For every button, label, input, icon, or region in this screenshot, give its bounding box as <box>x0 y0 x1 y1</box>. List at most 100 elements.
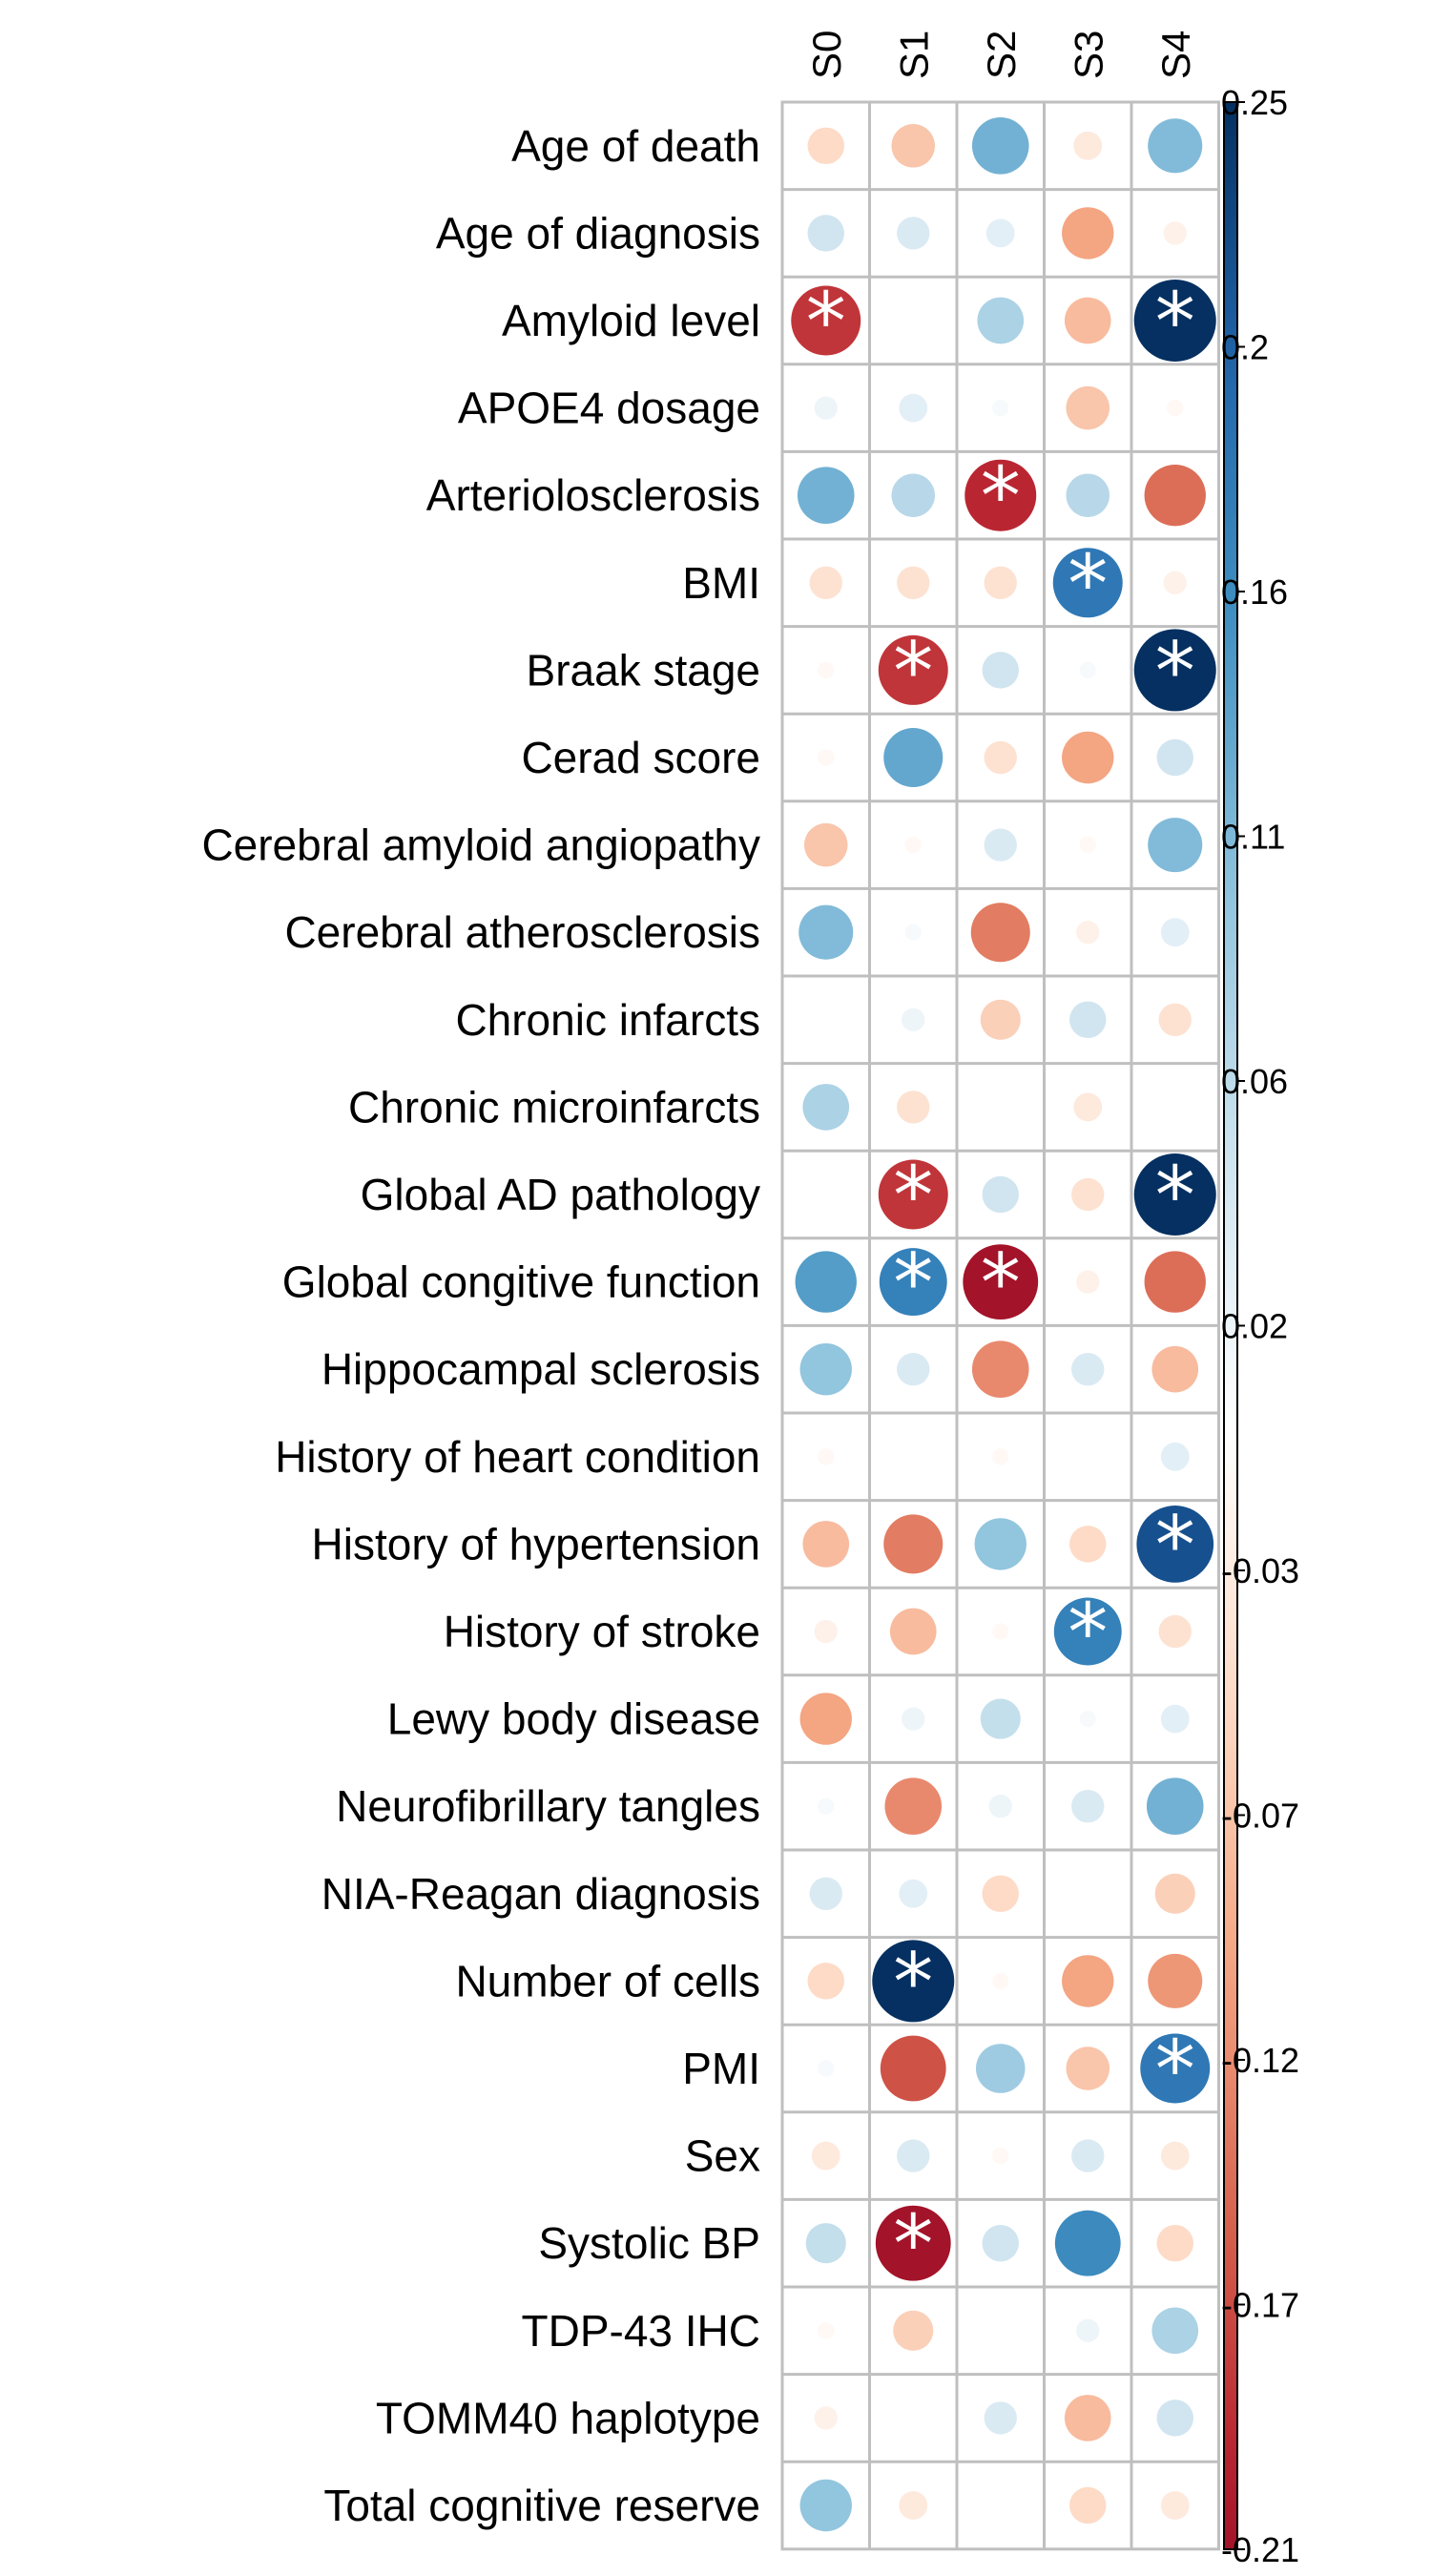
heatmap-cell <box>1066 473 1110 517</box>
heatmap-cell <box>1071 1177 1105 1212</box>
heatmap-cell <box>805 2223 846 2264</box>
heatmap-cell <box>1076 1270 1100 1294</box>
heatmap-cell <box>1062 207 1114 260</box>
heatmap-cell <box>984 828 1017 862</box>
heatmap-cell <box>980 1698 1021 1739</box>
significance-marker: * <box>1068 537 1108 631</box>
heatmap-cell <box>1158 1614 1192 1649</box>
heatmap-cell <box>1148 118 1203 174</box>
heatmap-cell <box>1156 2399 1193 2437</box>
colorbar-tick-label: -0.12 <box>1221 2041 1299 2080</box>
colorbar-tick-label: -0.21 <box>1221 2530 1299 2569</box>
column-label: S2 <box>979 31 1024 79</box>
heatmap-cell <box>1073 1092 1103 1122</box>
heatmap-cell <box>891 124 935 168</box>
heatmap-cell <box>795 1251 857 1313</box>
heatmap-cell <box>1071 1790 1105 1823</box>
heatmap-cell <box>878 1159 948 1230</box>
heatmap-cell <box>809 1877 842 1911</box>
heatmap-cell <box>984 566 1017 599</box>
heatmap-cell <box>818 2060 835 2077</box>
heatmap-cell <box>897 217 930 250</box>
heatmap-cell <box>1133 1153 1216 1236</box>
heatmap-cell <box>899 1879 928 1908</box>
heatmap-cell <box>893 2310 934 2351</box>
heatmap-cell <box>975 2044 1026 2093</box>
heatmap-cell <box>992 1623 1009 1640</box>
heatmap-cell <box>1066 2046 1110 2090</box>
heatmap-cell <box>818 2322 835 2339</box>
column-label: S3 <box>1066 31 1110 79</box>
heatmap-cell <box>818 661 835 679</box>
heatmap-cell <box>1144 1251 1206 1313</box>
heatmap-cell <box>798 904 854 960</box>
heatmap-cell <box>1160 2141 1190 2171</box>
heatmap-cell <box>1148 818 1203 873</box>
heatmap-cell <box>1071 1353 1105 1386</box>
heatmap-cell <box>889 1608 937 1655</box>
significance-marker: * <box>893 1236 933 1330</box>
row-label: Systolic BP <box>538 2218 760 2268</box>
column-label: S0 <box>804 31 849 79</box>
heatmap-cell <box>807 127 844 165</box>
significance-marker: * <box>981 449 1021 543</box>
heatmap-cell <box>1069 1001 1107 1039</box>
row-label: Chronic microinfarcts <box>348 1082 760 1132</box>
row-label: BMI <box>682 558 760 608</box>
heatmap-cell <box>875 2205 951 2281</box>
heatmap-cell <box>1144 465 1206 527</box>
heatmap-cell <box>982 652 1019 689</box>
colorbar-tick-label: 0.25 <box>1221 83 1288 122</box>
significance-marker: * <box>893 2197 933 2291</box>
heatmap-cell <box>884 1777 943 1835</box>
heatmap-cell <box>899 393 928 423</box>
heatmap-cell <box>904 837 922 854</box>
heatmap-cell <box>804 822 848 867</box>
heatmap-cell <box>802 1521 850 1568</box>
heatmap-cell <box>982 2224 1019 2262</box>
row-label: Sex <box>685 2131 760 2181</box>
row-label: APOE4 dosage <box>458 384 760 433</box>
colorbar-tick-label: 0.11 <box>1221 818 1285 857</box>
heatmap-cell <box>992 1972 1009 1989</box>
row-label: Neurofibrillary tangles <box>336 1781 760 1831</box>
column-label: S4 <box>1153 31 1198 79</box>
heatmap-cell <box>807 1963 844 2000</box>
heatmap-cell <box>1148 1953 1203 2008</box>
significance-marker: * <box>981 1236 1021 1330</box>
heatmap-cell <box>1160 2491 1190 2520</box>
heatmap-cell <box>1064 2395 1111 2441</box>
row-label: Cerebral amyloid angiopathy <box>201 821 760 870</box>
row-label: NIA-Reagan diagnosis <box>321 1869 760 1919</box>
heatmap-cell <box>899 2491 928 2520</box>
heatmap-cell <box>963 1244 1039 1320</box>
colorbar-tick-label: 0.16 <box>1221 572 1288 612</box>
heatmap-cell <box>1079 1711 1096 1728</box>
heatmap-cell <box>802 1084 850 1131</box>
significance-marker: * <box>893 1149 933 1242</box>
heatmap-cell <box>1156 738 1193 777</box>
heatmap-cell <box>1079 661 1096 679</box>
colorbar-tick-label: -0.07 <box>1221 1797 1299 1836</box>
heatmap-cell <box>897 566 930 599</box>
heatmap-cell <box>814 2406 838 2430</box>
row-label: Age of diagnosis <box>436 208 760 258</box>
heatmap-cell <box>799 2479 852 2532</box>
row-label: Lewy body disease <box>387 1694 760 1744</box>
heatmap-cell <box>980 999 1021 1040</box>
colorbar-tick-label: -0.03 <box>1221 1551 1299 1590</box>
row-label: PMI <box>682 2044 760 2093</box>
row-label: Amyloid level <box>502 296 760 345</box>
significance-marker: * <box>893 1935 933 2028</box>
heatmap-cell <box>814 396 838 420</box>
heatmap-cell <box>872 1940 955 2023</box>
heatmap-cell <box>970 903 1030 963</box>
heatmap-cell <box>1163 571 1187 594</box>
row-label: Total cognitive reserve <box>323 2481 760 2530</box>
heatmap-cell <box>1136 1506 1214 1583</box>
heatmap-cell <box>807 215 844 252</box>
row-label: TOMM40 haplotype <box>376 2393 760 2442</box>
heatmap-cell <box>902 1707 925 1731</box>
colorbar-tick-label: -0.17 <box>1221 2286 1299 2325</box>
